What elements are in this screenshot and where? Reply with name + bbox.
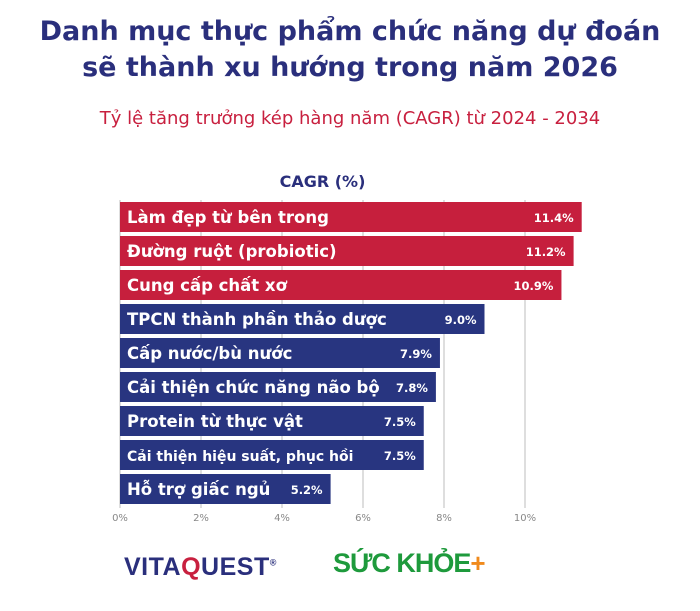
title-line-2: sẽ thành xu hướng trong năm 2026	[82, 52, 618, 83]
category-label: Protein từ thực vật	[127, 412, 303, 431]
x-tick-label: 6%	[355, 513, 371, 524]
chart-subtitle: Tỷ lệ tăng trưởng kép hàng năm (CAGR) từ…	[99, 108, 601, 129]
category-label: Cấp nước/bù nước	[127, 344, 292, 363]
data-label: 7.8%	[396, 381, 428, 395]
category-label: Hỗ trợ giấc ngủ	[127, 480, 270, 499]
data-label: 9.0%	[445, 313, 477, 327]
bar	[120, 304, 485, 334]
data-label: 7.9%	[400, 347, 432, 361]
bar	[120, 440, 424, 470]
category-label: Cung cấp chất xơ	[127, 276, 288, 295]
bar	[120, 474, 331, 504]
category-label: Cải thiện chức năng não bộ	[127, 378, 380, 397]
bar	[120, 372, 436, 402]
chart-title: Danh mục thực phẩm chức năng dự đoán sẽ …	[0, 14, 700, 86]
x-tick-label: 2%	[193, 513, 209, 524]
data-label: 5.2%	[291, 483, 323, 497]
x-tick-label: 0%	[112, 513, 128, 524]
bar	[120, 236, 574, 266]
category-label: Đường ruột (probiotic)	[127, 242, 337, 261]
vitaquest-logo: VITAQUEST®	[124, 553, 277, 581]
data-label: 10.9%	[514, 279, 554, 293]
data-label: 7.5%	[384, 449, 416, 463]
data-label: 7.5%	[384, 415, 416, 429]
suckhoe-logo: SỨC KHỎE+	[333, 548, 486, 578]
category-label: Làm đẹp từ bên trong	[127, 208, 329, 227]
bar	[120, 338, 440, 368]
data-label: 11.4%	[534, 211, 574, 225]
data-label: 11.2%	[526, 245, 566, 259]
bar	[120, 406, 424, 436]
x-tick-label: 10%	[514, 513, 536, 524]
axis-title: CAGR (%)	[279, 172, 366, 191]
title-line-1: Danh mục thực phẩm chức năng dự đoán	[39, 16, 661, 47]
bar	[120, 202, 582, 232]
x-tick-label: 8%	[436, 513, 452, 524]
category-label: TPCN thành phần thảo dược	[127, 310, 387, 329]
category-label: Cải thiện hiệu suất, phục hồi	[127, 448, 353, 465]
bar	[120, 270, 562, 300]
x-tick-label: 4%	[274, 513, 290, 524]
